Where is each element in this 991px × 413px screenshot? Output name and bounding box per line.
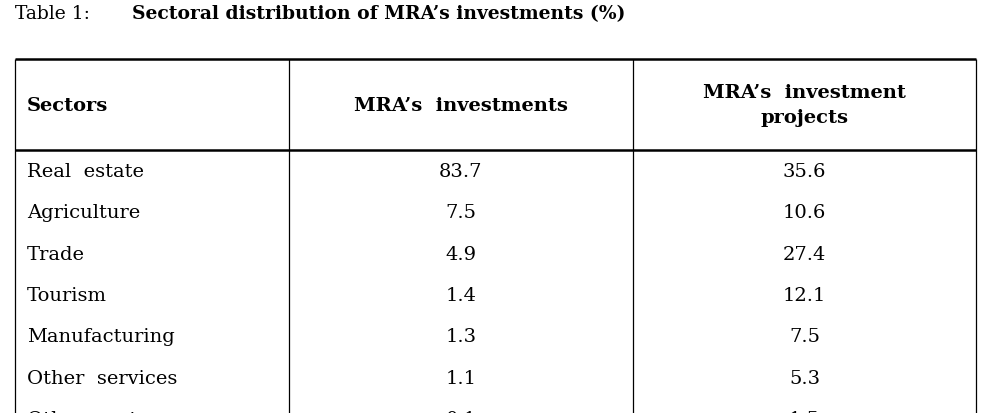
Text: Table 1:: Table 1:: [15, 5, 102, 23]
Text: Other  sectors: Other sectors: [27, 410, 168, 413]
Text: Other  services: Other services: [27, 369, 177, 387]
Text: 35.6: 35.6: [783, 162, 826, 180]
Text: 0.1: 0.1: [445, 410, 477, 413]
Text: 1.1: 1.1: [445, 369, 477, 387]
Text: 1.4: 1.4: [445, 286, 477, 304]
Text: Sectors: Sectors: [27, 96, 108, 114]
Text: 4.9: 4.9: [445, 245, 477, 263]
Text: Agriculture: Agriculture: [27, 204, 140, 222]
Text: 1.5: 1.5: [789, 410, 820, 413]
Text: 7.5: 7.5: [789, 328, 820, 346]
Text: 27.4: 27.4: [783, 245, 826, 263]
Text: 1.3: 1.3: [445, 328, 477, 346]
Text: 83.7: 83.7: [439, 162, 483, 180]
Text: MRA’s  investment
projects: MRA’s investment projects: [703, 84, 906, 127]
Text: 10.6: 10.6: [783, 204, 826, 222]
Text: 12.1: 12.1: [783, 286, 826, 304]
Text: Trade: Trade: [27, 245, 85, 263]
Text: 7.5: 7.5: [445, 204, 477, 222]
Text: Real  estate: Real estate: [27, 162, 144, 180]
Text: Manufacturing: Manufacturing: [27, 328, 174, 346]
Text: Sectoral distribution of MRA’s investments (%): Sectoral distribution of MRA’s investmen…: [132, 5, 625, 23]
Text: 5.3: 5.3: [789, 369, 821, 387]
Text: Tourism: Tourism: [27, 286, 107, 304]
Text: MRA’s  investments: MRA’s investments: [354, 96, 568, 114]
